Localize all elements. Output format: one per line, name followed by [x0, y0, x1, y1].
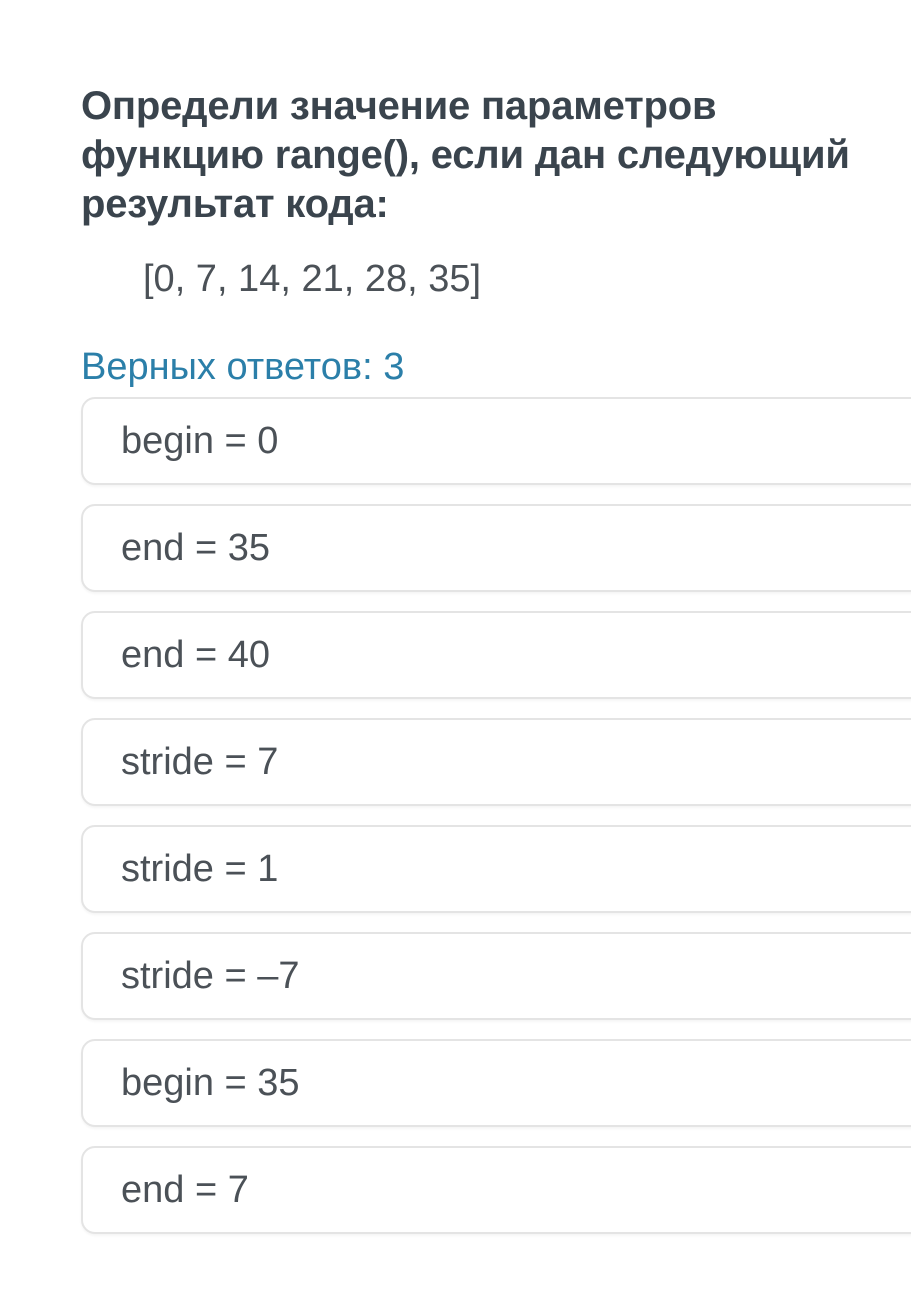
answer-option-label: end = 35 — [121, 526, 270, 569]
correct-answers-count: Верных ответов: 3 — [81, 346, 405, 388]
answer-option-label: begin = 35 — [121, 1061, 300, 1104]
answer-option-label: stride = 7 — [121, 740, 279, 783]
question-title-line: функцию range(), если дан следующий — [81, 133, 850, 177]
answer-option[interactable]: begin = 0 — [81, 397, 911, 485]
answer-option-label: stride = –7 — [121, 954, 300, 997]
question-title-line: Определи значение параметров — [81, 84, 717, 128]
code-result: [0, 7, 14, 21, 28, 35] — [143, 258, 482, 300]
question-title-line: результат кода: — [81, 182, 389, 226]
answer-option-label: stride = 1 — [121, 847, 279, 890]
answer-options-list: begin = 0 end = 35 end = 40 stride = 7 s… — [81, 397, 911, 1234]
answer-option-label: begin = 0 — [121, 419, 279, 462]
answer-option[interactable]: begin = 35 — [81, 1039, 911, 1127]
answer-option[interactable]: stride = 7 — [81, 718, 911, 806]
answer-option[interactable]: stride = 1 — [81, 825, 911, 913]
answer-option[interactable]: end = 40 — [81, 611, 911, 699]
answer-option-label: end = 7 — [121, 1168, 249, 1211]
question-title: Определи значение параметров функцию ran… — [81, 82, 881, 229]
answer-option-label: end = 40 — [121, 633, 270, 676]
answer-option[interactable]: end = 7 — [81, 1146, 911, 1234]
answer-option[interactable]: stride = –7 — [81, 932, 911, 1020]
answer-option[interactable]: end = 35 — [81, 504, 911, 592]
